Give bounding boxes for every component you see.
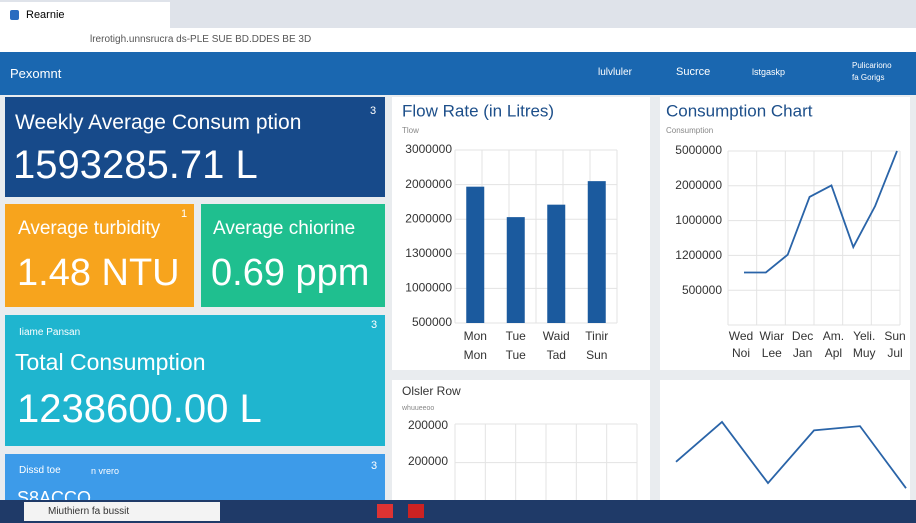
x-tick-label: Tue [506, 348, 527, 362]
user-line: fa Gorigs [852, 73, 885, 82]
x-tick-label: Noi [732, 346, 750, 360]
card-caption: Dissd toe [19, 465, 61, 476]
y-tick-label: 3000000 [405, 142, 452, 156]
y-tick-label: 500000 [412, 315, 452, 329]
badge: 3 [370, 105, 377, 117]
nav-item[interactable]: Sucrce [676, 66, 711, 78]
bottom-left-panel: Olsler Row whuueeoo 200000 200000 [392, 380, 650, 500]
x-tick-label: Tue [506, 329, 527, 343]
x-tick-label: Lee [762, 346, 782, 360]
card-value: S8ACCO [17, 488, 92, 500]
bar [547, 204, 566, 323]
x-tick-label: Tinir [585, 329, 608, 343]
panel-subtitle: whuueeoo [401, 405, 434, 412]
card-value: 1593285.71 L [13, 143, 258, 187]
line [744, 150, 898, 274]
app-header: Pexomnt lulvluler Sucrce lstgaskp Pulica… [0, 52, 916, 95]
card-caption: n vrero [91, 466, 120, 476]
x-tick-label: Yeli. [853, 329, 875, 343]
card: Average chiorine 0.69 ppm [201, 204, 385, 307]
bar [506, 217, 525, 323]
card-title: Total Consumption [15, 349, 206, 375]
card-value: 1238600.00 L [17, 387, 262, 431]
card-title: Weekly Average Consum ption [15, 111, 302, 134]
card-caption: Iiame Pansan [19, 327, 81, 338]
x-tick-label: Mon [464, 329, 487, 343]
x-tick-label: Wed [729, 329, 753, 343]
x-tick-label: Sun [586, 348, 607, 362]
consumption-chart-panel: Consumption Chart Consumption 5000000 20000… [660, 97, 910, 370]
app-icon[interactable] [377, 504, 393, 518]
y-tick-label: 1300000 [405, 246, 452, 260]
user-line: Pulicariono [852, 61, 892, 70]
x-tick-label: Mon [464, 348, 487, 362]
y-tick-label: 200000 [408, 454, 448, 468]
y-tick-label: 1200000 [675, 248, 722, 262]
bar [587, 181, 606, 323]
nav-item[interactable]: lulvluler [598, 67, 632, 78]
app-icon[interactable] [408, 504, 424, 518]
badge: 3 [371, 460, 378, 472]
card-value: 1.48 NTU [17, 252, 180, 294]
card: Dissd toe n vrero S8ACCO 3 [5, 454, 385, 500]
line [675, 420, 907, 489]
x-tick-label: Jul [887, 346, 902, 360]
y-tick-label: 1000000 [405, 281, 452, 295]
y-tick-label: 200000 [408, 418, 448, 432]
y-tick-label: 5000000 [675, 143, 722, 157]
panel-title: Olsler Row [402, 384, 461, 398]
tab-icon [10, 10, 19, 20]
y-tick-label: 1000000 [675, 213, 722, 227]
chart-title: Consumption Chart [666, 101, 813, 120]
card: Weekly Average Consum ption 1593285.71 L… [5, 97, 385, 197]
tab-title: Rearnie [26, 9, 65, 21]
card: Iiame Pansan Total Consumption 1238600.0… [5, 315, 385, 446]
y-tick-label: 2000000 [405, 177, 452, 191]
brand: Pexomnt [10, 66, 62, 81]
chart-subtitle: Consumption [666, 126, 713, 135]
card-value: 0.69 ppm [211, 252, 370, 294]
x-tick-label: Sun [884, 329, 905, 343]
x-tick-label: Dec [792, 329, 813, 343]
y-tick-label: 2000000 [675, 178, 722, 192]
x-tick-label: Wiar [759, 329, 784, 343]
flow-chart-panel: Flow Rate (in Litres) Tlow 3000000 2000000 2… [392, 97, 650, 370]
search-box[interactable]: Miuthiern fa bussit [24, 502, 220, 521]
bottom-right-panel [660, 380, 910, 500]
x-tick-label: Muy [853, 346, 876, 360]
tab[interactable]: Rearnie [0, 2, 170, 28]
badge: 1 [181, 208, 188, 220]
address-bar: lrerotigh.unnsrucra ds-PLE SUE BD.DDES B… [0, 28, 916, 53]
x-tick-label: Jan [793, 346, 812, 360]
chart-subtitle: Tlow [402, 126, 419, 135]
bar [466, 186, 485, 323]
y-tick-label: 2000000 [405, 211, 452, 225]
y-tick-label: 500000 [682, 283, 722, 297]
x-tick-label: Tad [547, 348, 566, 362]
card-title: Average turbidity [18, 218, 161, 239]
x-tick-label: Waid [543, 329, 570, 343]
card-title: Average chiorine [213, 218, 356, 239]
url[interactable]: lrerotigh.unnsrucra ds-PLE SUE BD.DDES B… [90, 34, 312, 45]
taskbar: Miuthiern fa bussit [0, 500, 916, 523]
search-text: Miuthiern fa bussit [48, 506, 130, 517]
chart-title: Flow Rate (in Litres) [402, 101, 554, 120]
badge: 3 [371, 319, 378, 331]
card: Average turbidity 1.48 NTU 1 [5, 204, 194, 307]
nav-item[interactable]: lstgaskp [752, 67, 786, 77]
tab-bar: Rearnie [0, 0, 916, 28]
x-tick-label: Am. [823, 329, 844, 343]
x-tick-label: Apl [825, 346, 842, 360]
